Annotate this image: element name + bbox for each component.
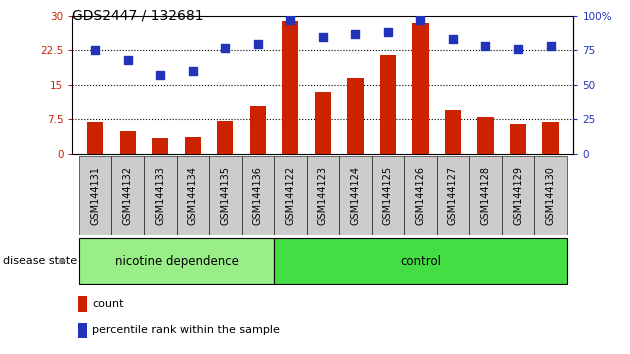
Text: GSM144134: GSM144134	[188, 166, 198, 225]
Text: GSM144133: GSM144133	[155, 166, 165, 225]
Text: GSM144127: GSM144127	[448, 166, 458, 225]
Bar	[209, 156, 241, 235]
Bar	[412, 23, 428, 154]
Point	[513, 46, 523, 52]
Point	[415, 17, 425, 23]
Bar	[501, 156, 534, 235]
Bar	[437, 156, 469, 235]
Point	[383, 30, 393, 35]
Point	[123, 57, 133, 63]
Text: control: control	[400, 255, 441, 268]
Bar	[347, 78, 364, 154]
Bar	[79, 156, 112, 235]
Bar	[112, 156, 144, 235]
Bar	[315, 92, 331, 154]
Bar	[445, 110, 461, 154]
Text: GSM144125: GSM144125	[383, 166, 393, 225]
Text: GSM144136: GSM144136	[253, 166, 263, 225]
Bar	[79, 296, 88, 312]
Text: GDS2447 / 132681: GDS2447 / 132681	[72, 9, 204, 23]
Bar	[249, 105, 266, 154]
Bar	[274, 156, 307, 235]
Point	[546, 44, 556, 49]
Bar	[241, 156, 274, 235]
Bar	[307, 156, 339, 235]
Text: GSM144122: GSM144122	[285, 166, 295, 225]
Bar	[185, 137, 201, 154]
Bar	[176, 156, 209, 235]
Bar	[282, 21, 299, 154]
Point	[220, 45, 231, 51]
Text: GSM144129: GSM144129	[513, 166, 523, 225]
Point	[90, 47, 100, 53]
Text: count: count	[92, 299, 123, 309]
Bar	[510, 124, 526, 154]
Bar	[542, 122, 559, 154]
Text: percentile rank within the sample: percentile rank within the sample	[92, 325, 280, 335]
Text: GSM144132: GSM144132	[123, 166, 133, 225]
Bar	[478, 117, 494, 154]
Point	[285, 17, 295, 23]
Point	[481, 44, 491, 49]
Text: GSM144131: GSM144131	[90, 166, 100, 225]
Bar	[534, 156, 567, 235]
Bar	[79, 238, 274, 284]
Text: GSM144124: GSM144124	[350, 166, 360, 225]
Point	[253, 41, 263, 46]
Point	[188, 68, 198, 74]
Bar	[79, 322, 88, 338]
Bar	[339, 156, 372, 235]
Point	[448, 36, 458, 42]
Text: GSM144126: GSM144126	[415, 166, 425, 225]
Bar	[152, 138, 168, 154]
Bar	[469, 156, 501, 235]
Bar	[217, 121, 234, 154]
Bar	[144, 156, 176, 235]
Text: GSM144130: GSM144130	[546, 166, 556, 225]
Bar	[87, 122, 103, 154]
Bar	[120, 131, 136, 154]
Text: GSM144123: GSM144123	[318, 166, 328, 225]
Text: GSM144128: GSM144128	[481, 166, 491, 225]
Bar	[380, 55, 396, 154]
Text: GSM144135: GSM144135	[220, 166, 231, 225]
Bar	[372, 156, 404, 235]
Bar	[274, 238, 567, 284]
Text: disease state: disease state	[3, 256, 77, 266]
Point	[350, 31, 360, 37]
Point	[318, 34, 328, 40]
Bar	[404, 156, 437, 235]
Text: nicotine dependence: nicotine dependence	[115, 255, 239, 268]
Point	[155, 73, 165, 78]
